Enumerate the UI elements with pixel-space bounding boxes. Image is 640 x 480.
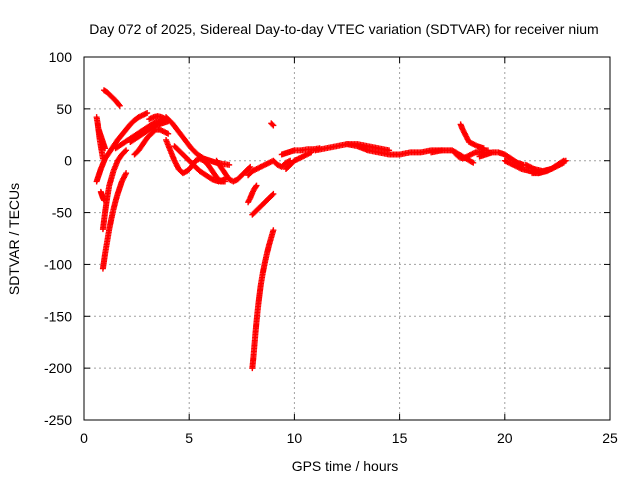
- data-point-arc-o: [247, 163, 254, 170]
- data-point-arc-y: [470, 159, 477, 166]
- y-tick-label: 50: [56, 101, 72, 117]
- y-tick-labels: 100 50 0 -50 -100 -150 -200 -250: [44, 49, 72, 428]
- data-point-arc-l: [226, 161, 233, 168]
- data-point-arc-r: [269, 191, 276, 198]
- data-point-arc-o: [246, 164, 253, 171]
- data-point-arc-p: [270, 227, 277, 234]
- data-point-arc-s: [269, 121, 276, 128]
- data-point-arc-d: [123, 147, 130, 154]
- data-point-arc-r: [270, 190, 277, 197]
- data-point-arc-d: [122, 148, 129, 155]
- y-tick-label: -200: [44, 360, 72, 376]
- plot-frame: [83, 56, 611, 421]
- y-axis-label: SDTVAR / TECUs: [6, 183, 22, 295]
- data-point-arc-c: [123, 170, 130, 177]
- data-point-arc-aa: [480, 145, 487, 152]
- data-point-arc-k: [165, 130, 172, 137]
- data-points: [93, 87, 569, 372]
- data-point-arc-q: [253, 182, 260, 189]
- data-point-arc-s: [270, 122, 277, 129]
- x-tick-label: 20: [497, 430, 513, 446]
- grid: [84, 57, 610, 420]
- data-point-arc-q: [252, 183, 259, 190]
- y-tick-label: 0: [64, 153, 72, 169]
- data-point-arc-e: [100, 197, 107, 204]
- data-point-arc-b: [144, 110, 151, 117]
- y-tick-label: -150: [44, 308, 72, 324]
- data-point-arc-f: [116, 102, 123, 109]
- y-tick-label: -250: [44, 412, 72, 428]
- x-tick-labels: 0 5 10 15 20 25: [80, 430, 618, 446]
- x-tick-label: 25: [602, 430, 618, 446]
- data-point-arc-n: [221, 178, 228, 185]
- x-tick-label: 5: [185, 430, 193, 446]
- x-tick-label: 15: [392, 430, 408, 446]
- data-point-arc-f: [115, 101, 122, 108]
- data-point-arc-ae: [559, 158, 566, 165]
- y-tick-label: -100: [44, 256, 72, 272]
- chart-title: Day 072 of 2025, Sidereal Day-to-day VTE…: [89, 21, 598, 37]
- x-tick-label: 0: [80, 430, 88, 446]
- data-point-arc-ae: [560, 157, 567, 164]
- axis-ticks: [83, 56, 611, 421]
- y-tick-label: -50: [52, 205, 72, 221]
- y-tick-label: 100: [49, 49, 73, 65]
- data-point-arc-g: [102, 145, 109, 152]
- x-axis-label: GPS time / hours: [292, 458, 399, 474]
- x-tick-label: 10: [287, 430, 303, 446]
